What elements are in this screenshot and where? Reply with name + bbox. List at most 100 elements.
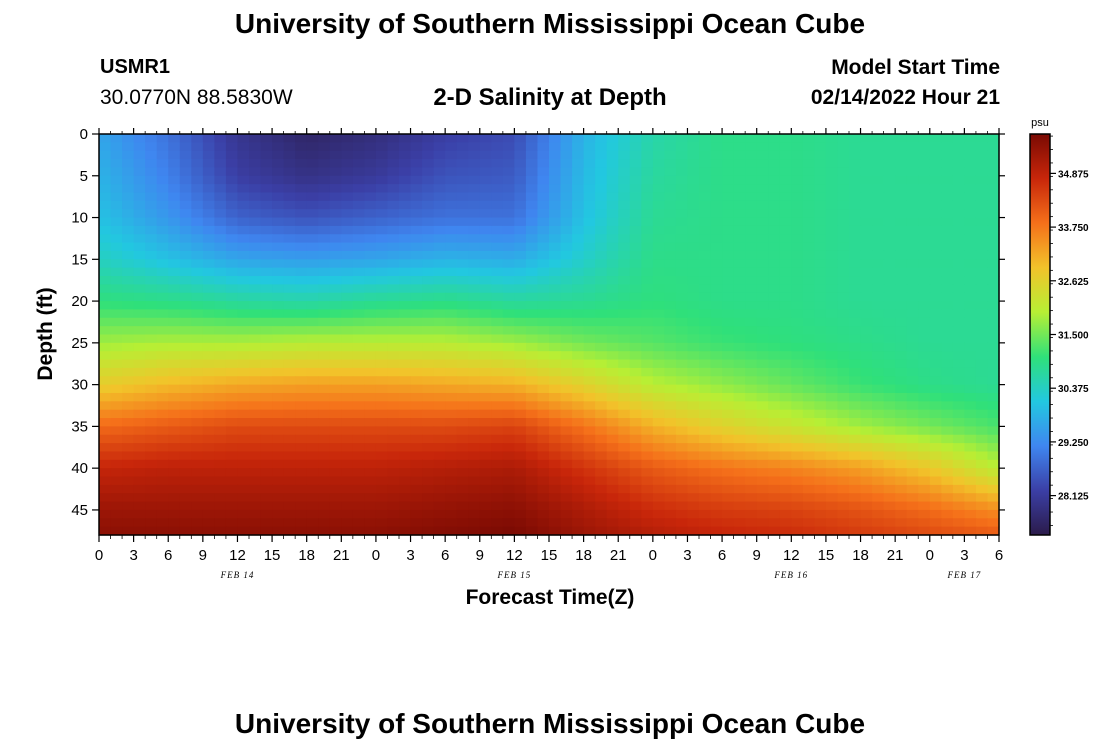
heatmap-cell [525,200,539,210]
heatmap-cell [952,242,965,252]
heatmap-cell [618,451,631,461]
heatmap-cell [768,217,781,227]
heatmap-cell [375,376,389,386]
colorbar-tick-label: 34.875 [1058,169,1089,180]
heatmap-cell [249,276,262,285]
heatmap-cell [549,284,562,294]
heatmap-cell [710,267,723,277]
heatmap-cell [918,351,931,361]
heatmap-cell [883,142,896,152]
heatmap-cell [525,459,539,469]
heatmap-cell [814,493,827,503]
heatmap-cell [560,267,573,277]
heatmap-cell [364,426,377,436]
heatmap-cell [756,459,769,469]
heatmap-cell [260,518,273,528]
heatmap-cell [237,217,250,227]
heatmap-cell [629,418,642,427]
heatmap-cell [525,392,539,402]
heatmap-cell [168,359,181,369]
heatmap-cell [491,351,504,361]
heatmap-cell [410,217,423,227]
heatmap-cell [791,150,804,160]
heatmap-cell [260,334,273,344]
heatmap-cell [479,351,492,361]
heatmap-cell [629,351,642,361]
heatmap-cell [99,384,112,394]
heatmap-cell [975,234,989,244]
heatmap-cell [675,217,689,227]
heatmap-cell [687,342,700,352]
heatmap-cell [133,342,146,352]
colorbar-tick-label: 30.375 [1058,384,1089,395]
heatmap-cell [872,250,885,260]
heatmap-cell [883,451,896,461]
heatmap-cell [814,276,827,285]
heatmap-cell [410,476,423,486]
heatmap-cell [572,159,585,169]
heatmap-cell [825,184,839,194]
heatmap-cell [756,284,769,294]
heatmap-cell [952,250,965,260]
heatmap-cell [249,284,262,294]
heatmap-cell [687,200,700,210]
heatmap-cell [352,184,365,194]
heatmap-cell [249,376,262,386]
heatmap-cell [133,493,146,503]
heatmap-cell [272,134,285,143]
heatmap-cell [987,159,1000,169]
heatmap-cell [664,267,677,277]
heatmap-cell [872,284,885,294]
heatmap-cell [837,401,850,411]
heatmap-cell [456,134,469,143]
heatmap-cell [802,367,815,377]
heatmap-cell [872,217,885,227]
heatmap-cell [549,459,562,469]
heatmap-cell [722,526,735,536]
heatmap-cell [375,526,389,536]
heatmap-cell [595,384,608,394]
heatmap-cell [410,250,423,260]
heatmap-cell [99,367,112,377]
heatmap-cell [814,209,827,219]
heatmap-cell [641,401,654,411]
heatmap-cell [399,234,412,244]
heatmap-cell [191,342,204,352]
heatmap-cell [895,142,908,152]
heatmap-cell [918,225,931,235]
heatmap-cell [802,167,815,177]
heatmap-cell [202,409,215,419]
heatmap-cell [825,334,839,344]
heatmap-cell [606,276,619,285]
colorbar-tick-label: 33.750 [1058,223,1089,234]
heatmap-cell [768,468,781,478]
heatmap-cell [422,501,435,511]
heatmap-cell [249,175,262,185]
heatmap-cell [145,234,158,244]
heatmap-cell [456,225,469,235]
heatmap-cell [410,292,423,302]
heatmap-cell [329,443,342,453]
heatmap-cell [629,518,642,528]
heatmap-cell [964,159,977,169]
heatmap-cell [629,267,642,277]
heatmap-cell [156,359,169,369]
heatmap-cell [941,459,954,469]
heatmap-cell [733,284,746,294]
heatmap-cell [468,443,481,453]
x-axis-title: Forecast Time(Z) [466,586,635,609]
heatmap-cell [260,225,273,235]
heatmap-cell [675,367,689,377]
heatmap-cell [422,150,435,160]
heatmap-cell [122,192,135,202]
heatmap-cell [306,351,319,361]
heatmap-cell [895,150,908,160]
heatmap-cell [168,509,181,519]
heatmap-cell [445,451,458,461]
heatmap-cell [260,167,273,177]
heatmap-cell [468,175,481,185]
heatmap-cell [122,443,135,453]
heatmap-cell [110,459,123,469]
heatmap-cell [802,159,815,169]
heatmap-cell [99,459,112,469]
